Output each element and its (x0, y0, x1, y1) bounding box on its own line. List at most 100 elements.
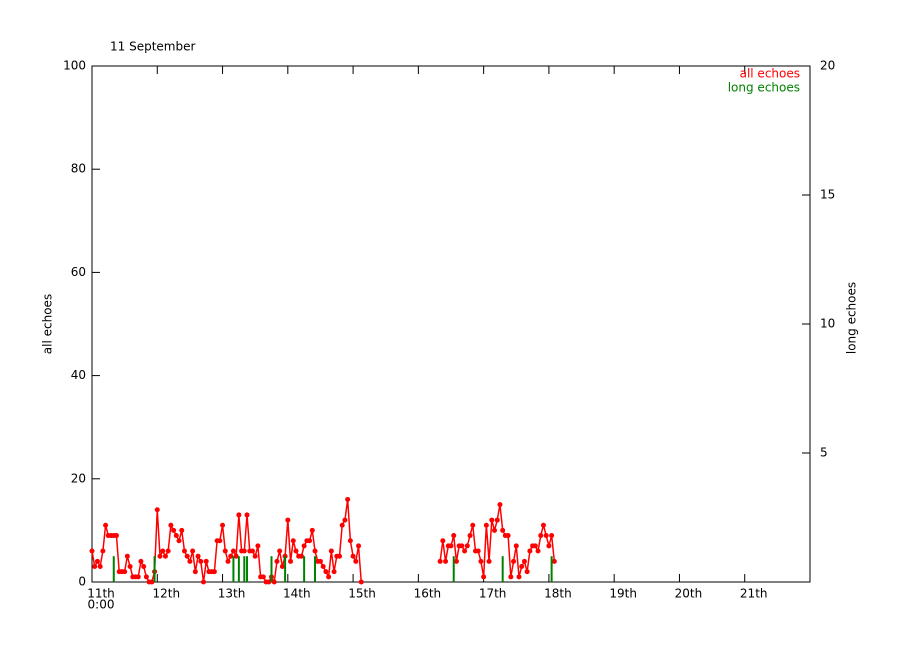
series-marker (307, 538, 313, 544)
series-marker (481, 574, 487, 580)
series-marker (353, 558, 359, 564)
legend-entry: long echoes (728, 81, 800, 95)
y2-tick-label: 10 (820, 317, 835, 331)
plot-frame (91, 65, 811, 583)
series-marker (100, 548, 106, 554)
series-marker (470, 522, 476, 528)
series-marker (451, 533, 457, 539)
series-marker (143, 574, 149, 580)
legend-entry: all echoes (740, 67, 800, 81)
series-marker (260, 574, 266, 580)
series-marker (192, 569, 198, 575)
series-marker (516, 574, 522, 580)
series-marker (293, 548, 299, 554)
series-marker (350, 553, 356, 559)
series-marker (448, 543, 454, 549)
series-marker (279, 564, 285, 570)
x-origin-label: 0:00 (88, 598, 115, 612)
series-marker (236, 512, 242, 518)
series-marker (483, 522, 489, 528)
series-marker (320, 564, 326, 570)
series-line (91, 499, 362, 585)
series-marker (356, 543, 362, 549)
x-tick-label: 11th (87, 587, 115, 601)
series-marker (511, 558, 517, 564)
series-marker (176, 538, 182, 544)
series-marker (160, 548, 166, 554)
series-marker (244, 512, 250, 518)
y2-axis-label: long echoes (845, 282, 859, 354)
series-marker (440, 538, 446, 544)
series-marker (184, 553, 190, 559)
series-marker (339, 522, 345, 528)
series-marker (228, 553, 234, 559)
series-marker (546, 543, 552, 549)
y-tick-label: 20 (71, 471, 86, 485)
series-marker (241, 548, 247, 554)
series-marker (521, 558, 527, 564)
series-marker (179, 527, 185, 533)
series-marker (358, 579, 364, 585)
series-marker (486, 558, 492, 564)
x-tick-label: 15th (348, 587, 376, 601)
series-marker (201, 579, 207, 585)
series-marker (323, 569, 329, 575)
series-marker (508, 574, 514, 580)
series-marker (285, 517, 291, 523)
series-marker (288, 558, 294, 564)
y2-tick-label: 15 (820, 188, 835, 202)
x-tick-label: 13th (218, 587, 246, 601)
series-marker (328, 548, 334, 554)
series-marker (290, 538, 296, 544)
series-marker (171, 527, 177, 533)
y-tick-label: 60 (71, 265, 86, 279)
series-marker (168, 522, 174, 528)
series-marker (524, 569, 530, 575)
series-marker (326, 574, 332, 580)
series-marker (317, 558, 323, 564)
series-marker (538, 533, 544, 539)
series-marker (165, 548, 171, 554)
series-marker (551, 558, 557, 564)
series-marker (437, 558, 443, 564)
series-marker (92, 564, 98, 570)
series-marker (462, 548, 468, 554)
series-marker (489, 517, 495, 523)
chart-title: 11 September (110, 40, 195, 54)
series-marker (266, 579, 272, 585)
series-marker (505, 533, 511, 539)
series-marker (459, 543, 465, 549)
series-marker (190, 548, 196, 554)
series-marker (301, 543, 307, 549)
y-tick-label: 80 (71, 162, 86, 176)
series-marker (342, 517, 348, 523)
series-marker (222, 548, 228, 554)
series-marker (220, 522, 226, 528)
series-marker (89, 548, 95, 554)
x-tick-label: 14th (283, 587, 311, 601)
series-marker (347, 538, 353, 544)
series-marker (298, 553, 304, 559)
x-tick-label: 21th (740, 587, 768, 601)
series-marker (198, 558, 204, 564)
x-tick-label: 17th (479, 587, 507, 601)
series-marker (453, 558, 459, 564)
series-marker (467, 533, 473, 539)
y-axis-label: all echoes (41, 294, 55, 354)
series-marker (331, 569, 337, 575)
series-marker (543, 533, 549, 539)
series-marker (225, 558, 231, 564)
x-tick-label: 20th (675, 587, 703, 601)
series-marker (271, 579, 277, 585)
series-marker (195, 553, 201, 559)
series-marker (513, 543, 519, 549)
series-marker (187, 558, 193, 564)
series-marker (127, 564, 133, 570)
series-marker (336, 553, 342, 559)
series-marker (475, 548, 481, 554)
series-marker (519, 564, 525, 570)
series-marker (141, 564, 147, 570)
series-marker (154, 507, 160, 513)
